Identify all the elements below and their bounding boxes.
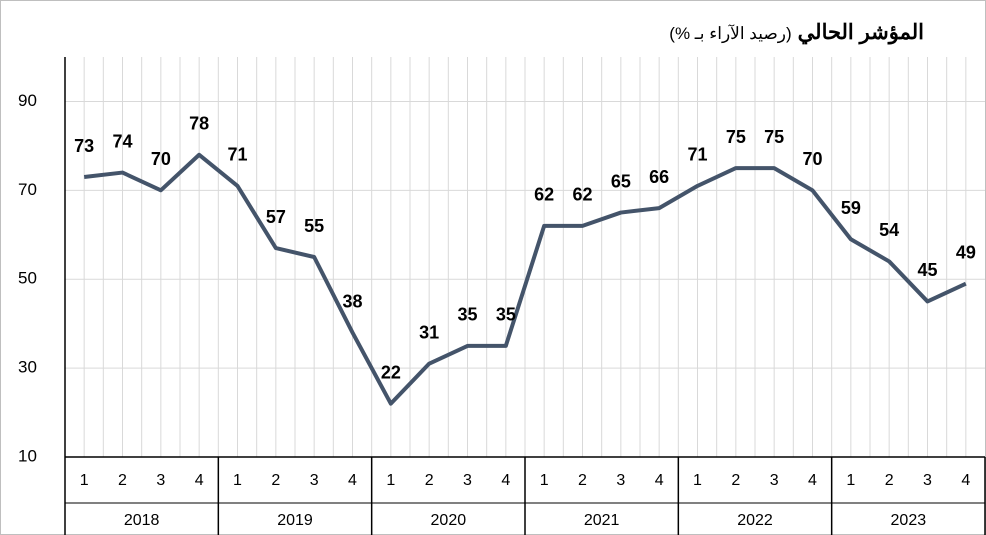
data-label: 70 — [802, 149, 822, 169]
data-label: 54 — [879, 220, 899, 240]
x-tick-label: 3 — [770, 472, 779, 489]
data-label: 66 — [649, 167, 669, 187]
chart-subtitle: (رصيد الآراء بـ %) — [669, 24, 792, 43]
data-label: 71 — [227, 145, 247, 165]
x-tick-label: 4 — [655, 472, 664, 489]
x-tick-label: 4 — [195, 472, 204, 489]
x-tick-label: 1 — [386, 472, 395, 489]
x-tick-label: 3 — [463, 472, 472, 489]
x-tick-label: 1 — [693, 472, 702, 489]
x-tick-label: 3 — [156, 472, 165, 489]
x-tick-label: 1 — [846, 472, 855, 489]
x-tick-label: 4 — [808, 472, 817, 489]
data-label: 71 — [687, 145, 707, 165]
year-label: 2021 — [584, 512, 620, 529]
x-tick-label: 4 — [961, 472, 970, 489]
data-label: 35 — [457, 305, 477, 325]
year-label: 2018 — [124, 512, 160, 529]
data-line — [83, 152, 967, 406]
y-tick-label: 10 — [18, 446, 37, 465]
x-tick-label: 1 — [233, 472, 242, 489]
data-label: 38 — [342, 291, 362, 311]
data-label: 62 — [572, 185, 592, 205]
x-tick-label: 3 — [616, 472, 625, 489]
data-label: 75 — [764, 127, 784, 147]
chart-title: المؤشر الحالي — [797, 21, 924, 44]
x-tick-label: 4 — [348, 472, 357, 489]
data-label: 22 — [381, 362, 401, 382]
y-tick-label: 90 — [18, 91, 37, 110]
y-tick-label: 30 — [18, 358, 37, 377]
y-tick-label: 50 — [18, 269, 37, 288]
data-label: 45 — [917, 260, 937, 280]
data-label: 62 — [534, 185, 554, 205]
data-label: 57 — [266, 207, 286, 227]
x-tick-label: 2 — [118, 472, 127, 489]
data-label: 59 — [841, 198, 861, 218]
data-label: 55 — [304, 216, 324, 236]
x-tick-label: 3 — [310, 472, 319, 489]
year-label: 2022 — [737, 512, 773, 529]
year-label: 2023 — [891, 512, 927, 529]
data-label: 70 — [151, 149, 171, 169]
chart-header: المؤشر الحالي (رصيد الآراء بـ %) — [669, 20, 924, 45]
data-label: 74 — [112, 131, 132, 151]
y-tick-label: 70 — [18, 180, 37, 199]
year-label: 2019 — [277, 512, 313, 529]
data-label: 75 — [726, 127, 746, 147]
x-tick-label: 2 — [731, 472, 740, 489]
data-label: 65 — [611, 171, 631, 191]
data-label: 78 — [189, 114, 209, 134]
year-label: 2020 — [431, 512, 467, 529]
x-tick-label: 4 — [501, 472, 510, 489]
x-tick-label: 3 — [923, 472, 932, 489]
x-tick-label: 1 — [80, 472, 89, 489]
x-tick-label: 1 — [540, 472, 549, 489]
x-tick-label: 2 — [578, 472, 587, 489]
data-label: 49 — [956, 242, 976, 262]
data-label: 35 — [496, 305, 516, 325]
x-tick-label: 2 — [271, 472, 280, 489]
x-tick-label: 2 — [885, 472, 894, 489]
x-tick-label: 2 — [425, 472, 434, 489]
data-label: 73 — [74, 136, 94, 156]
data-label: 31 — [419, 322, 439, 342]
